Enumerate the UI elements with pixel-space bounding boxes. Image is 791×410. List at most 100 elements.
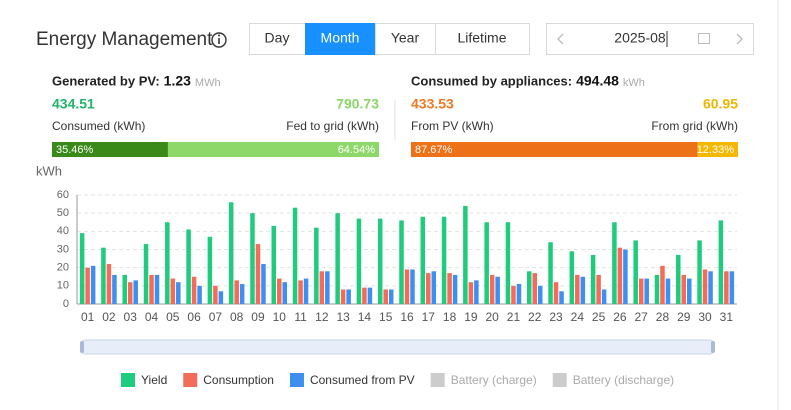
x-tick-label: 14 — [358, 310, 372, 324]
legend-label[interactable]: Battery (charge) — [451, 373, 537, 387]
legend-label[interactable]: Consumption — [203, 373, 274, 387]
tab[interactable] — [305, 23, 376, 55]
x-tick-label: 17 — [422, 310, 436, 324]
share-label: 12.33% — [697, 144, 735, 156]
bar — [452, 274, 458, 304]
legend-swatch[interactable] — [552, 373, 567, 387]
bar — [228, 202, 234, 304]
summary-unit: kWh — [623, 77, 645, 89]
bar — [383, 289, 388, 304]
x-tick-label: 22 — [528, 310, 542, 324]
y-tick-label: 0 — [63, 298, 69, 310]
next-arrow[interactable] — [736, 33, 743, 45]
legend-label[interactable]: Yield — [141, 373, 167, 387]
bar — [255, 244, 261, 304]
bar — [410, 269, 415, 304]
x-tick-label: 15 — [379, 310, 393, 324]
tab[interactable] — [435, 23, 530, 55]
share-label: 35.46% — [56, 144, 94, 156]
bar — [149, 274, 154, 304]
bar — [644, 278, 649, 304]
bar — [463, 205, 468, 304]
bar — [441, 216, 447, 304]
left-value: 433.53 — [411, 96, 454, 112]
tab-label[interactable]: Month — [321, 30, 360, 46]
bar — [399, 220, 404, 304]
date-box[interactable] — [546, 23, 754, 55]
bar — [537, 285, 543, 304]
bar — [708, 271, 713, 304]
y-axis-label: kWh — [36, 163, 62, 178]
x-tick-label: 07 — [209, 310, 223, 324]
y-tick-label: 10 — [57, 280, 69, 292]
bar — [319, 271, 325, 304]
bar — [176, 282, 181, 304]
bar — [314, 227, 319, 304]
bar — [590, 254, 596, 304]
y-tick-label: 60 — [57, 189, 69, 201]
bar — [154, 274, 160, 304]
x-tick-label: 06 — [187, 310, 201, 324]
bar — [729, 271, 735, 304]
legend-swatch[interactable] — [121, 373, 135, 387]
bar — [687, 278, 692, 304]
bar — [676, 254, 681, 304]
x-tick-label: 10 — [273, 310, 287, 324]
bar — [197, 285, 202, 304]
tab-label[interactable]: Day — [265, 30, 290, 46]
bar — [165, 222, 170, 304]
bar — [112, 274, 117, 304]
zoom-slider[interactable] — [81, 339, 714, 355]
bar — [186, 229, 191, 304]
bar — [143, 244, 149, 304]
legend-swatch[interactable] — [289, 373, 304, 387]
bar — [261, 264, 266, 304]
tab-label[interactable]: Lifetime — [457, 30, 506, 46]
bar — [447, 273, 452, 304]
x-tick-label: 08 — [230, 310, 244, 324]
bar — [489, 274, 495, 304]
x-tick-label: 25 — [592, 310, 606, 324]
bar — [532, 273, 537, 304]
bar — [580, 276, 586, 304]
x-tick-label: 02 — [102, 310, 116, 324]
right-caption: From grid (kWh) — [651, 119, 738, 133]
summary-value: 1.23 — [164, 73, 191, 89]
bar — [282, 282, 288, 304]
legend-swatch[interactable] — [183, 373, 198, 387]
bar — [575, 274, 580, 304]
slider-handle[interactable] — [711, 341, 715, 353]
x-tick-label: 11 — [294, 310, 307, 324]
x-tick-label: 26 — [613, 310, 627, 324]
tab[interactable] — [375, 23, 436, 55]
y-tick-label: 30 — [57, 243, 69, 255]
bar — [638, 278, 644, 304]
info-icon — [211, 32, 227, 48]
legend-swatch[interactable] — [430, 373, 445, 387]
tab-label[interactable]: Year — [391, 30, 420, 46]
bar — [468, 282, 474, 304]
bar — [122, 274, 127, 304]
date-picker[interactable]: 2025-08 — [546, 23, 754, 55]
x-tick-label: 19 — [464, 310, 478, 324]
legend-label[interactable]: Battery (discharge) — [573, 373, 674, 387]
bar — [218, 291, 224, 304]
bar — [277, 278, 282, 304]
bar — [596, 274, 601, 304]
bar — [505, 222, 511, 304]
slider-handle[interactable] — [80, 341, 84, 353]
bar — [559, 291, 564, 304]
share-label: 64.54% — [338, 144, 376, 156]
bar — [697, 240, 702, 304]
legend-label[interactable]: Consumed from PV — [310, 373, 415, 387]
prev-arrow[interactable] — [557, 33, 564, 45]
bar — [617, 247, 623, 304]
date-value: 2025-08 — [614, 30, 666, 46]
x-tick-label: 21 — [507, 310, 521, 324]
bar — [106, 264, 112, 304]
bar — [681, 274, 687, 304]
bar — [526, 271, 532, 304]
bar — [250, 213, 255, 304]
bar — [101, 247, 106, 304]
share-bar — [52, 142, 168, 157]
